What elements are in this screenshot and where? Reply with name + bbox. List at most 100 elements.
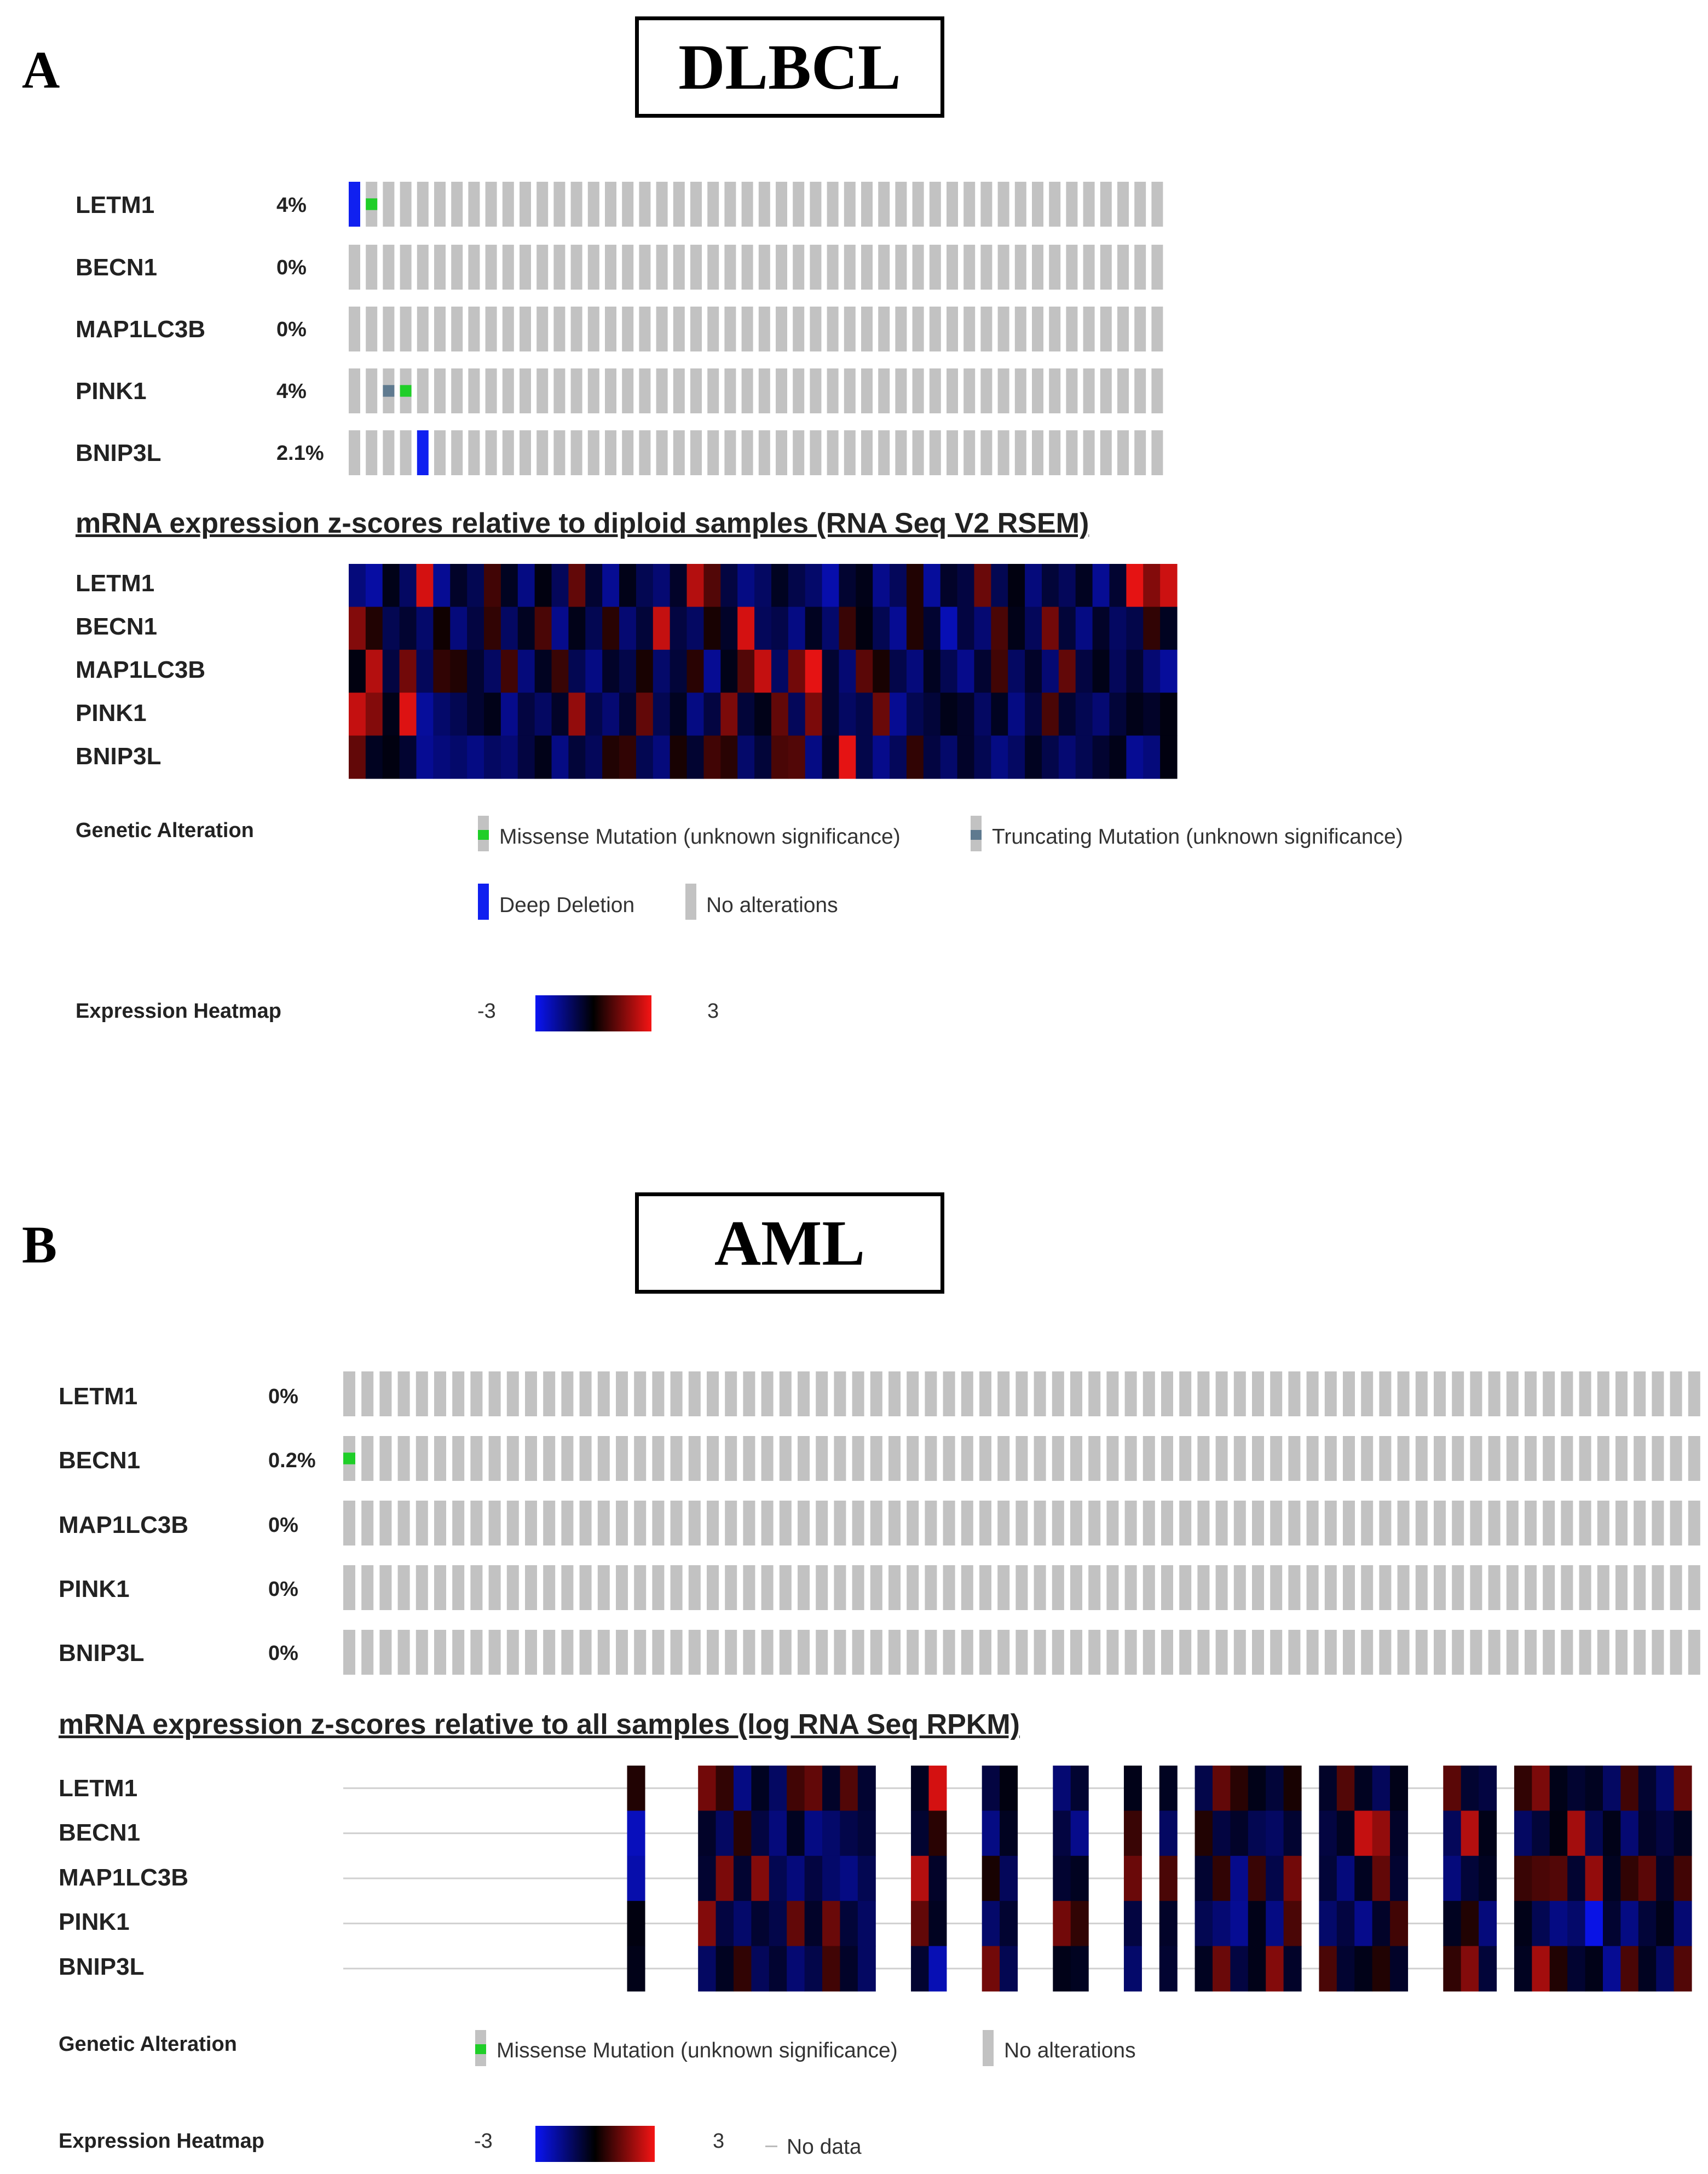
- oncoprint-cell: [852, 1630, 864, 1675]
- heatmap-cell: [1160, 735, 1178, 779]
- oncoprint-cell: [793, 307, 805, 351]
- oncoprint-cell: [506, 1371, 519, 1416]
- oncoprint-cell: [895, 368, 907, 413]
- oncoprint-cell: [947, 182, 958, 227]
- heatmap-cell: [805, 607, 823, 650]
- heatmap-cell: [551, 564, 569, 607]
- oncoprint-cell: [907, 1565, 919, 1610]
- heatmap-cell: [670, 649, 688, 693]
- oncoprint-cell: [656, 368, 668, 413]
- heatmap-cell: [636, 693, 654, 736]
- oncoprint-cell: [622, 307, 634, 351]
- oncoprint-cell: [1543, 1436, 1555, 1481]
- heatmap-cell: [500, 564, 518, 607]
- oncoprint-cell: [543, 1630, 556, 1675]
- oncoprint-cell: [1066, 430, 1078, 475]
- oncoprint-cell: [1561, 1371, 1573, 1416]
- heatmap-cell: [856, 735, 873, 779]
- heatmap-cell: [627, 1810, 645, 1856]
- oncoprint-cell: [383, 430, 395, 475]
- legend-deep-deletion-a: Deep Deletion: [499, 893, 635, 917]
- heatmap-cell: [1372, 1946, 1390, 1992]
- heatmap-cell: [751, 1901, 770, 1947]
- heatmap-cell: [940, 649, 958, 693]
- heatmap-cell: [1008, 735, 1025, 779]
- heatmap-cell: [737, 735, 755, 779]
- heatmap-cell: [1092, 693, 1110, 736]
- heatmap-gene-becn1-a: BECN1: [76, 613, 158, 640]
- heatmap-cell: [769, 1766, 787, 1811]
- oncoprint-cell: [979, 1371, 991, 1416]
- heatmap-cell: [1620, 1810, 1639, 1856]
- heatmap-cell: [1195, 1810, 1213, 1856]
- heatmap-cell: [1638, 1810, 1657, 1856]
- heatmap-cell: [382, 607, 400, 650]
- heatmap-cell: [1123, 1810, 1142, 1856]
- heatmap-cell: [686, 564, 705, 607]
- oncoprint-cell: [779, 1630, 792, 1675]
- oncoprint-cell: [468, 430, 480, 475]
- oncoprint-cell: [758, 307, 770, 351]
- oncoprint-cell: [520, 368, 531, 413]
- oncoprint-cell: [1161, 1371, 1173, 1416]
- oncoprint-cell: [485, 182, 497, 227]
- oncoprint-cell: [366, 430, 378, 475]
- oncoprint-cell: [452, 1565, 465, 1610]
- oncoprint-cell: [798, 1630, 810, 1675]
- heatmap-cell: [619, 693, 637, 736]
- heatmap-cell: [534, 693, 552, 736]
- heatmap-cell: [551, 735, 569, 779]
- pct-label-becn1: 0%: [276, 256, 307, 279]
- heatmap-cell: [737, 693, 755, 736]
- oncoprint-cell: [536, 182, 549, 227]
- heatmap-cell: [754, 649, 772, 693]
- oncoprint-cell: [690, 368, 702, 413]
- oncoprint-cell: [1233, 1371, 1246, 1416]
- oncoprint-cell: [1288, 1565, 1301, 1610]
- oncoprint-cell: [1233, 1501, 1246, 1546]
- oncoprint-cell: [536, 368, 549, 413]
- oncoprint-cell: [888, 1436, 901, 1481]
- oncoprint-cell: [1615, 1565, 1628, 1610]
- heatmap-cell: [991, 607, 1008, 650]
- oncoprint-cell: [1561, 1630, 1573, 1675]
- heatmap-cell: [1053, 1855, 1071, 1901]
- oncoprint-cell: [470, 1501, 483, 1546]
- heatmap-cell: [1025, 735, 1042, 779]
- oncoprint-cell: [1634, 1501, 1646, 1546]
- heatmap-cell: [534, 735, 552, 779]
- oncoprint-cell: [485, 245, 497, 290]
- oncoprint-cell: [1049, 368, 1061, 413]
- oncoprint-cell: [1652, 1436, 1664, 1481]
- heatmap-cell: [840, 1901, 858, 1947]
- heatmap-cell: [1248, 1810, 1266, 1856]
- oncoprint-cell: [1343, 1565, 1355, 1610]
- oncoprint-cell: [416, 1371, 428, 1416]
- heatmap-cell: [906, 735, 924, 779]
- oncoprint-cell: [652, 1565, 665, 1610]
- oncoprint-cell: [1306, 1436, 1319, 1481]
- heatmap-cell: [771, 564, 789, 607]
- oncoprint-cell: [963, 307, 976, 351]
- heatmap-cell: [822, 607, 840, 650]
- heatmap-cell: [1000, 1901, 1018, 1947]
- oncoprint-cell: [1197, 1371, 1210, 1416]
- oncoprint-cell: [536, 245, 549, 290]
- oncoprint-cell: [980, 245, 993, 290]
- oncoprint-cell: [434, 430, 446, 475]
- oncoprint-cell: [1470, 1501, 1482, 1546]
- oncoprint-cell: [622, 182, 634, 227]
- heatmap-cell: [627, 1946, 645, 1992]
- heatmap-cell: [686, 649, 705, 693]
- oncoprint-cell: [912, 245, 924, 290]
- oncoprint-cell: [570, 182, 582, 227]
- heatmap-cell: [686, 607, 705, 650]
- oncoprint-cell: [1434, 1371, 1446, 1416]
- oncoprint-cell: [634, 1501, 647, 1546]
- oncoprint-cell: [488, 1630, 501, 1675]
- oncoprint-cell: [1452, 1436, 1464, 1481]
- oncoprint-cell: [488, 1436, 501, 1481]
- oncoprint-cell: [1252, 1371, 1264, 1416]
- oncoprint-cell: [1615, 1371, 1628, 1416]
- heatmap-cell: [1283, 1766, 1302, 1811]
